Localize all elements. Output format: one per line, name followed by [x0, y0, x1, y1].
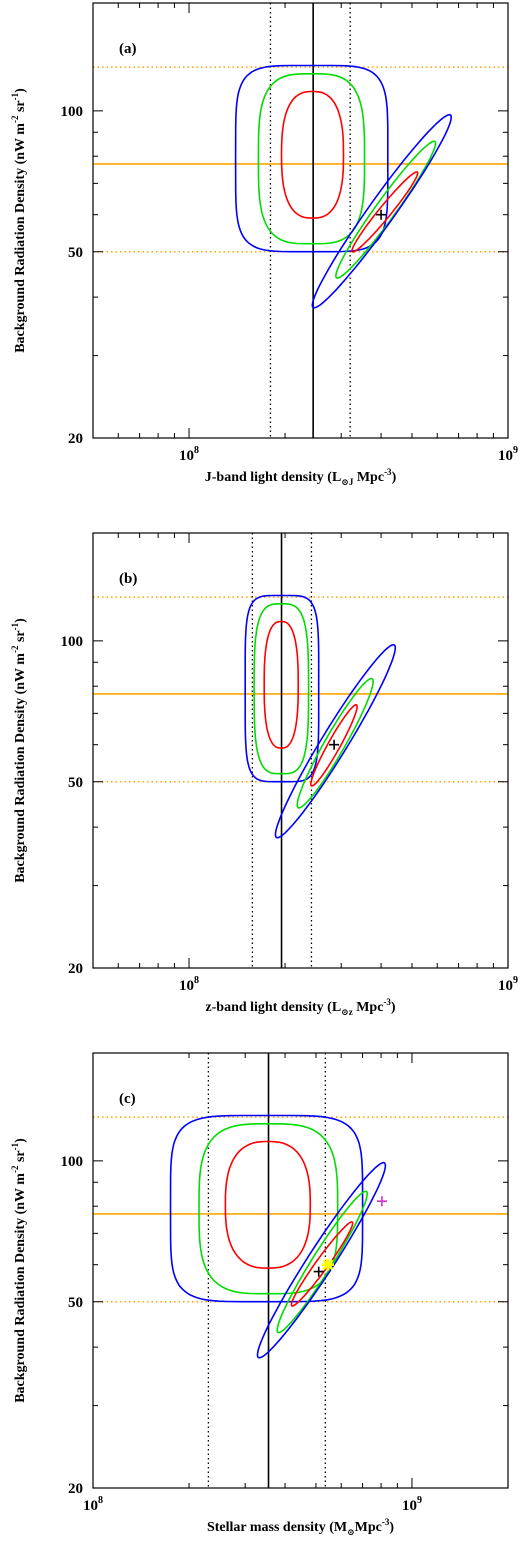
y-axis-title: Background Radiation Density (nW m-2 sr-…: [10, 618, 28, 883]
contour-diagonal-3: [311, 113, 453, 309]
plus-marker: [313, 1266, 324, 1277]
contour-diagonal-2: [296, 677, 374, 809]
contour-round-2: [198, 1123, 339, 1295]
x-tick-label: 108: [83, 1495, 103, 1514]
plot-area: [93, 1053, 508, 1488]
y-tick-label: 20: [68, 1481, 83, 1497]
contour-diagonal-2: [276, 1190, 368, 1334]
x-tick-label: 108: [179, 975, 199, 994]
panel-label: (b): [119, 571, 137, 587]
y-tick-label: 50: [68, 1295, 83, 1311]
x-axis-title: z-band light density (L⊙z Mpc-3): [205, 997, 396, 1017]
plus-marker: [329, 739, 340, 750]
star-marker: [321, 1258, 334, 1271]
plus-marker: [376, 1196, 387, 1207]
contour-diagonal-3: [256, 1161, 387, 1359]
y-tick-label: 20: [68, 961, 83, 977]
x-tick-label: 109: [498, 445, 518, 464]
panel-label: (c): [119, 1091, 136, 1107]
contour-diagonal-2: [335, 140, 437, 279]
contour-diagonal-1: [309, 703, 358, 787]
y-tick-label: 20: [68, 431, 83, 447]
x-tick-label: 109: [498, 975, 518, 994]
contour-round-2: [253, 603, 310, 775]
x-tick-label: 109: [402, 1495, 422, 1514]
plot-area: [93, 533, 508, 968]
panel-label: (a): [119, 41, 137, 57]
plus-marker: [376, 209, 387, 220]
panel-2: 108 109 20 50 100 (b) z-band light density (L⊙…: [10, 532, 518, 1017]
panel-3: 108 109 20 50 100 (c) Stellar mass density (M⊙…: [10, 1052, 509, 1537]
x-tick-label: 108: [179, 445, 199, 464]
contour-round-1: [263, 620, 299, 749]
contour-diagonal-3: [274, 643, 397, 839]
y-tick-label: 100: [61, 1154, 84, 1170]
y-tick-label: 100: [61, 634, 84, 650]
y-axis-title: Background Radiation Density (nW m-2 sr-…: [10, 1138, 28, 1403]
x-axis-title: Stellar mass density (M⊙Mpc-3): [207, 1517, 394, 1537]
plot-frame: [92, 2, 509, 439]
plot-frame: [92, 532, 509, 969]
contour-round-1: [224, 1140, 312, 1269]
contour-round-3: [244, 594, 320, 783]
y-axis-title: Background Radiation Density (nW m-2 sr-…: [10, 88, 28, 353]
contour-round-2: [257, 73, 366, 245]
y-tick-label: 50: [68, 245, 83, 261]
contour-round-1: [280, 90, 345, 219]
plot-frame: [92, 1052, 509, 1489]
contour-diagonal-1: [290, 1221, 354, 1307]
y-tick-label: 50: [68, 775, 83, 791]
contour-round-3: [169, 1114, 364, 1303]
y-tick-label: 100: [61, 104, 84, 120]
contour-diagonal-1: [351, 171, 419, 253]
x-axis-title: J-band light density (L⊙J Mpc-3): [205, 467, 397, 487]
plot-area: [93, 3, 508, 438]
panel-1: 108 109 20 50 100 (a) J-band light density (L⊙…: [10, 2, 518, 487]
